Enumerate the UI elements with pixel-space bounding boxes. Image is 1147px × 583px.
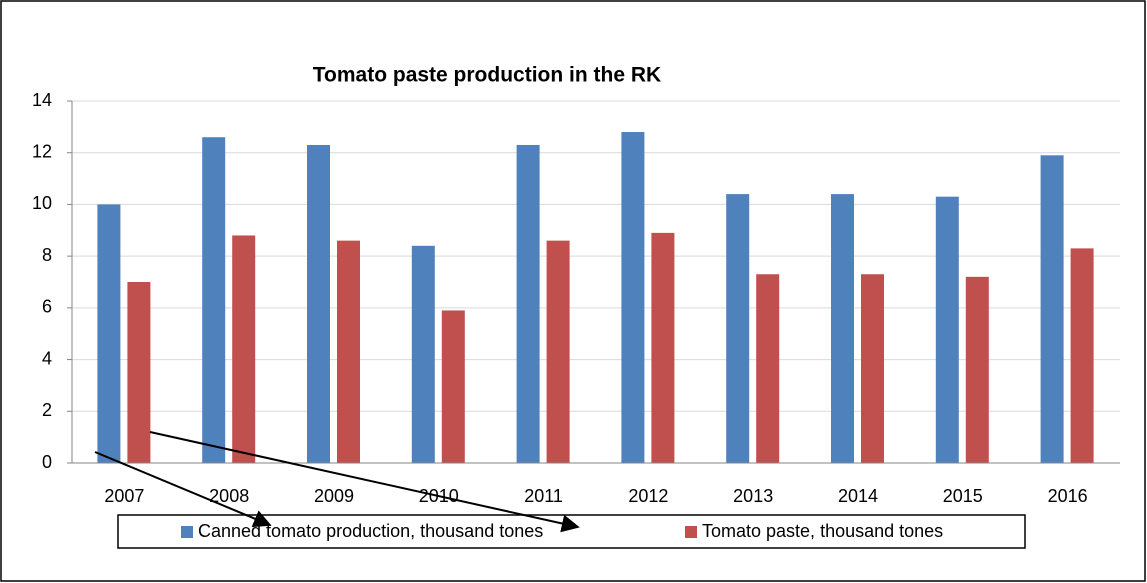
- bar: [726, 194, 750, 464]
- bar: [411, 245, 435, 463]
- x-tick-label: 2013: [733, 486, 773, 506]
- x-tick-label: 2014: [838, 486, 878, 506]
- y-tick-label: 8: [42, 245, 52, 265]
- bar: [202, 137, 226, 463]
- bar: [1040, 155, 1064, 464]
- bar: [232, 235, 256, 463]
- arrow: [149, 431, 580, 533]
- plot-area: 0246810121420072008200920102011201220132…: [32, 90, 1120, 506]
- bar: [935, 196, 959, 463]
- legend-swatch: [181, 526, 193, 538]
- y-tick-label: 4: [42, 348, 52, 368]
- legend-label: Canned tomato production, thousand tones: [198, 521, 543, 541]
- bar: [337, 240, 360, 463]
- y-tick-label: 14: [32, 90, 52, 110]
- y-tick-label: 10: [32, 193, 52, 213]
- y-tick-label: 2: [42, 400, 52, 420]
- bar: [97, 204, 121, 463]
- arrow: [94, 451, 272, 528]
- bar: [651, 232, 675, 463]
- x-tick-label: 2008: [209, 486, 249, 506]
- x-tick-label: 2012: [628, 486, 668, 506]
- bar: [516, 144, 540, 463]
- bar: [307, 144, 330, 463]
- bar: [127, 282, 151, 463]
- bar: [756, 274, 780, 463]
- x-tick-label: 2009: [314, 486, 354, 506]
- bar: [621, 132, 645, 463]
- x-tick-label: 2007: [104, 486, 144, 506]
- bar: [831, 194, 854, 464]
- legend-swatch: [685, 526, 697, 538]
- bar: [965, 276, 989, 463]
- bar: [546, 240, 570, 463]
- legend-label: Tomato paste, thousand tones: [702, 521, 943, 541]
- chart-title: Tomato paste production in the RK: [313, 64, 661, 87]
- bar: [861, 274, 884, 463]
- y-tick-label: 0: [42, 452, 52, 472]
- x-tick-label: 2016: [1048, 486, 1088, 506]
- bar: [441, 310, 465, 463]
- y-tick-label: 12: [32, 141, 52, 161]
- x-tick-label: 2011: [524, 486, 563, 506]
- y-tick-label: 6: [42, 297, 52, 317]
- legend-entries: Canned tomato production, thousand tones…: [181, 521, 943, 541]
- x-tick-label: 2015: [943, 486, 983, 506]
- bar: [1070, 248, 1094, 463]
